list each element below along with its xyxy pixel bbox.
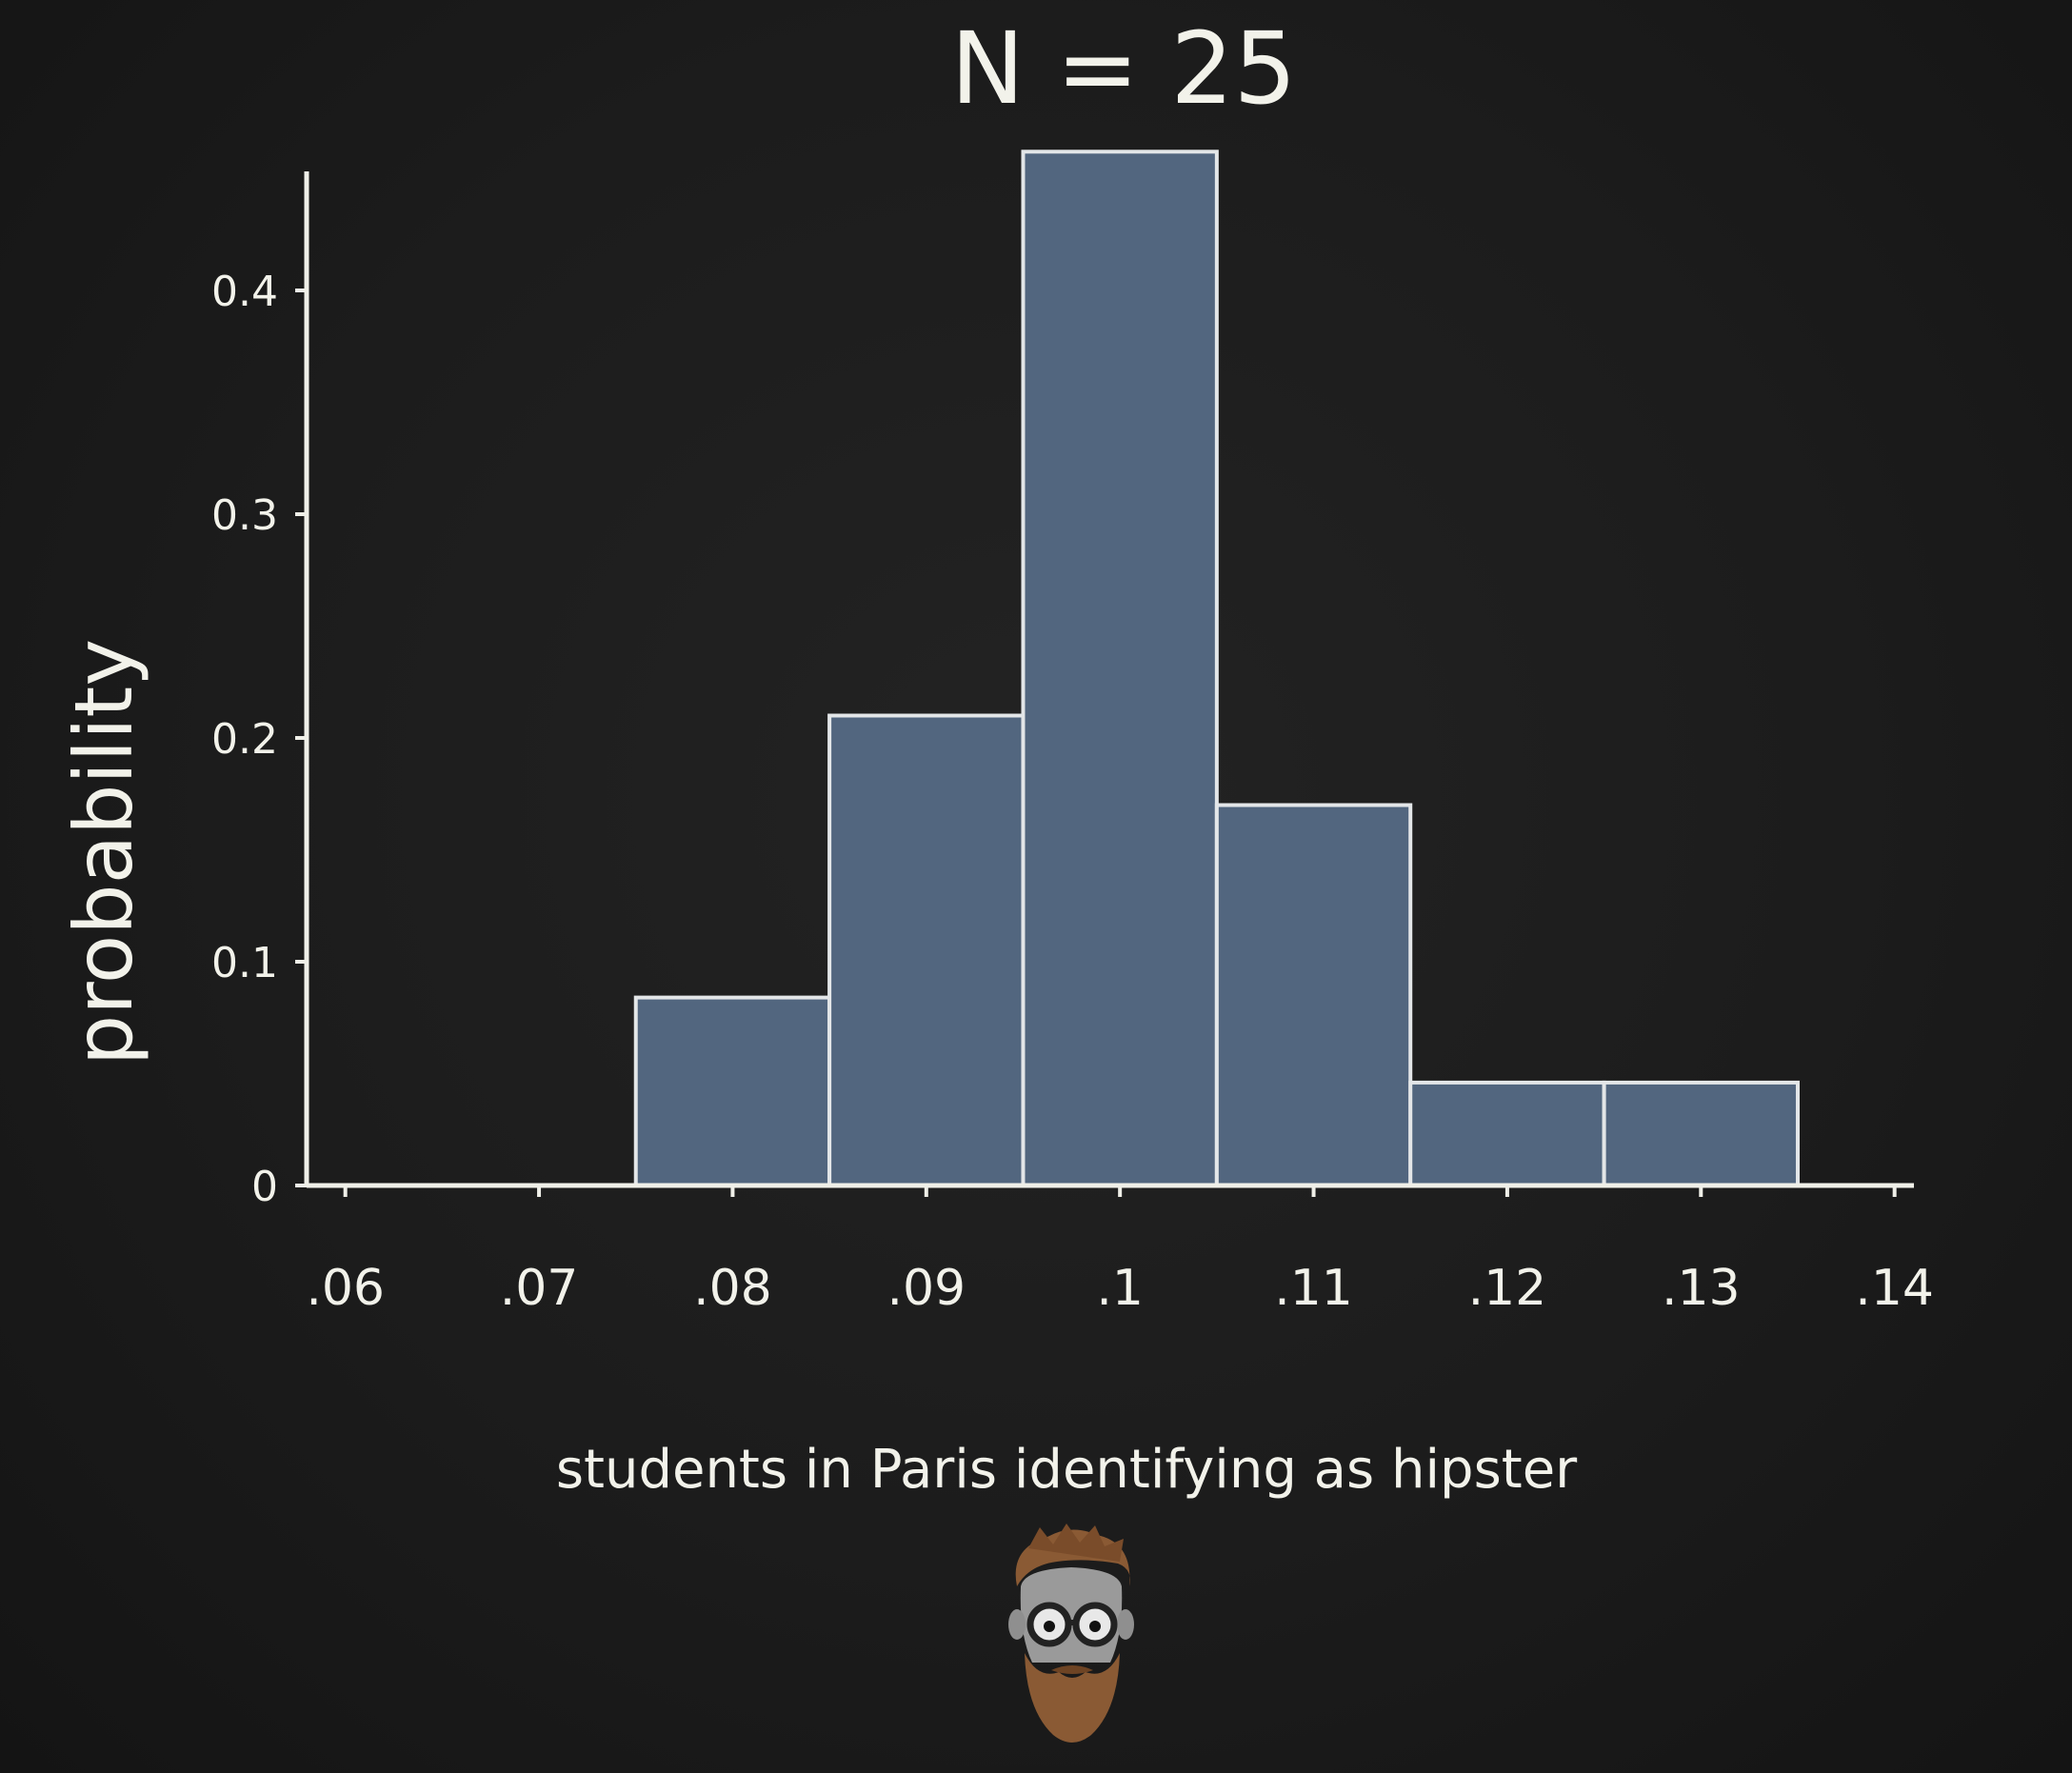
x-axis-label: students in Paris identifying as hipster [556,1439,1578,1501]
x-tick-label: .14 [1855,1260,1934,1317]
x-tick-label: .07 [500,1260,579,1317]
histogram-bar [1021,149,1219,1187]
x-ticks-group: .06 .07 .08 .09 .1 .11 .12 .13 .14 [306,1185,1934,1317]
x-tick-label: .12 [1468,1260,1547,1317]
x-tick-label: .06 [306,1260,385,1317]
y-tick-label: 0.2 [211,715,278,764]
bars-group [633,149,1800,1188]
chart-title: N = 25 [950,10,1296,127]
histogram-bar [1408,1080,1606,1188]
y-tick-label: 0.3 [211,491,278,540]
x-tick-label: .08 [693,1260,772,1317]
y-axis-label: probability [57,639,150,1066]
x-tick-label: .13 [1662,1260,1741,1317]
histogram-bar [1602,1080,1800,1188]
y-tick-label: 0.4 [211,268,278,316]
histogram-bar [1214,803,1413,1187]
histogram-bar [633,995,832,1187]
y-tick-label: 0.1 [211,939,278,987]
histogram-bar [827,713,1026,1187]
hipster-mascot-icon [1008,1524,1134,1743]
x-tick-label: .11 [1274,1260,1353,1317]
y-ticks-group: 0 0.1 0.2 0.3 0.4 [211,268,307,1211]
y-tick-label: 0 [251,1163,278,1211]
x-tick-label: .1 [1096,1260,1144,1317]
axes-group [304,171,1914,1188]
x-tick-label: .09 [887,1260,966,1317]
